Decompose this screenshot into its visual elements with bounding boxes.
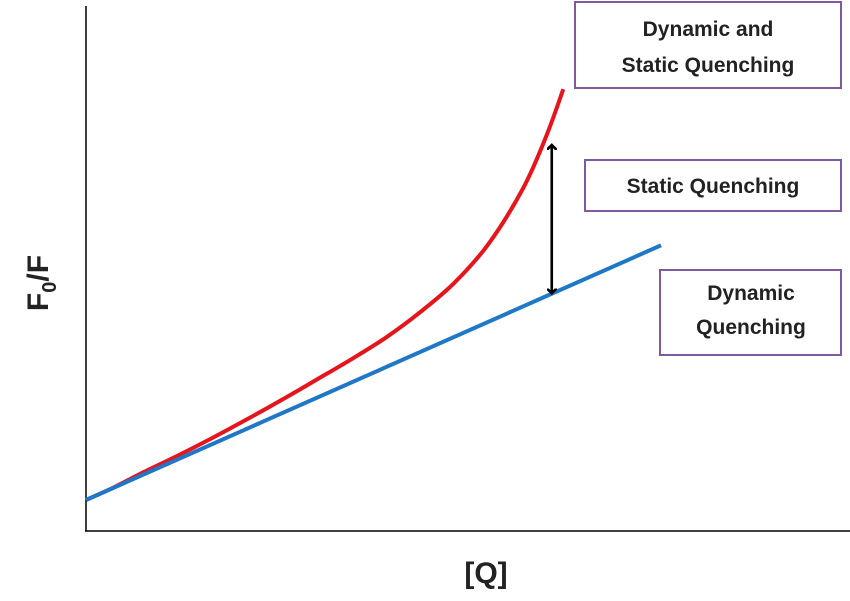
series-line-red xyxy=(85,88,566,502)
series-line-blue xyxy=(85,243,662,502)
annotation-box xyxy=(574,1,842,89)
annotation-dynamic-and-static: Dynamic and Static Quenching xyxy=(574,1,842,89)
annotation-line-2: Static Quenching xyxy=(622,54,795,77)
x-axis-label: [Q] xyxy=(464,557,507,590)
annotation-dynamic: Dynamic Quenching xyxy=(659,269,842,356)
annotation-line-2: Quenching xyxy=(696,316,806,339)
axes xyxy=(85,6,850,532)
plot-area xyxy=(85,88,662,502)
annotation-box xyxy=(584,159,842,212)
annotation-line-1: Dynamic and xyxy=(643,18,774,41)
annotation-static: Static Quenching xyxy=(584,159,842,212)
y-axis-label-main: F xyxy=(22,293,55,311)
annotation-box xyxy=(659,269,842,356)
annotation-line-1: Static Quenching xyxy=(627,175,800,198)
y-axis-label-subscript: 0 xyxy=(39,282,61,293)
y-axis-label: F0/F xyxy=(22,255,61,311)
annotation-line-1: Dynamic xyxy=(707,282,795,305)
y-axis-label-tail: /F xyxy=(22,255,55,282)
